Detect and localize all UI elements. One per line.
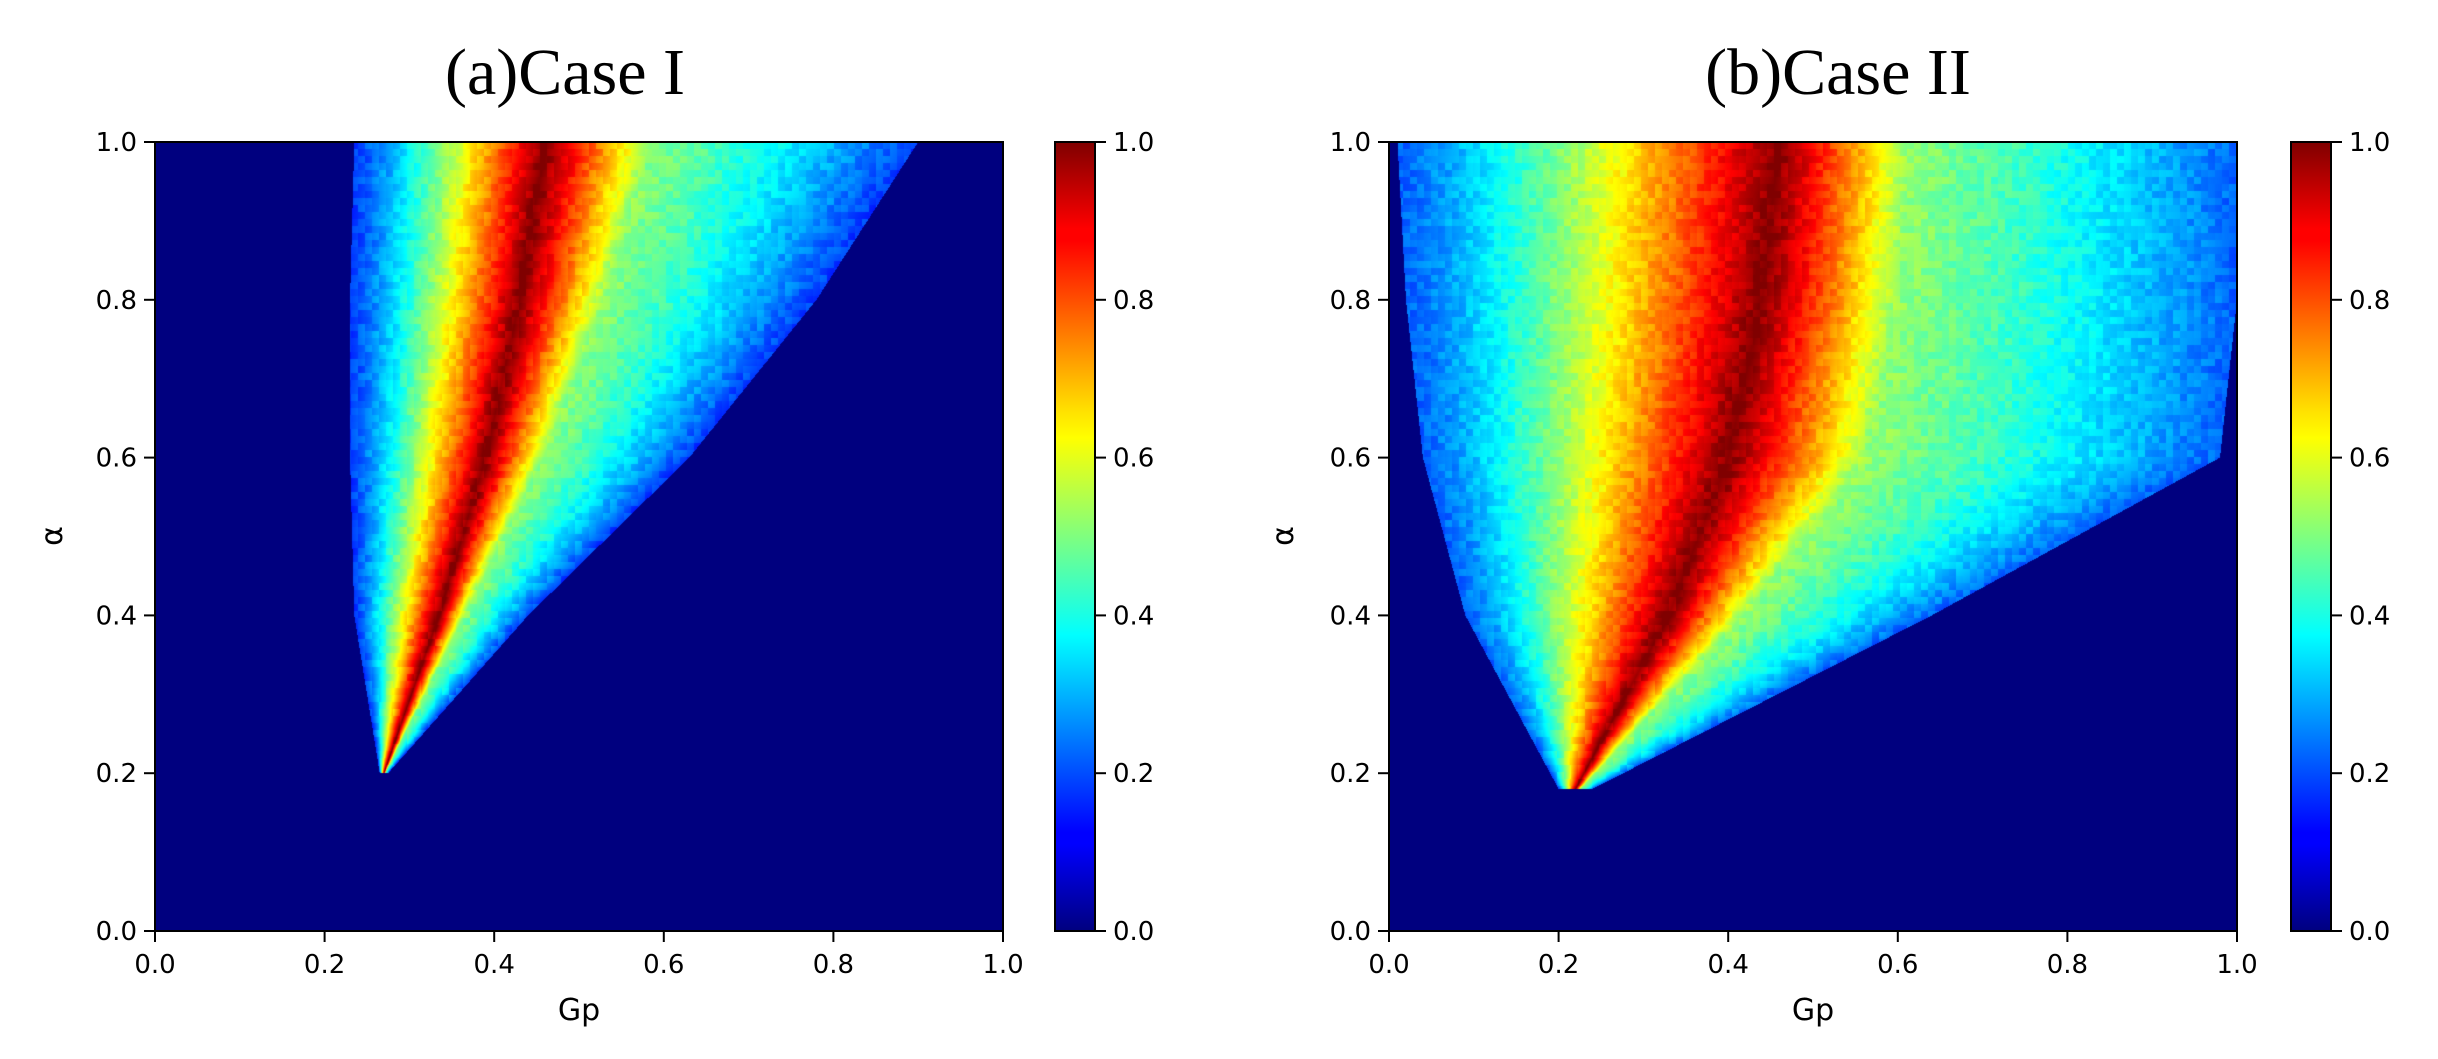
panel-b-x-tick-label: 0.4 — [1708, 950, 1749, 980]
panel-b-heatmap-canvas — [1389, 142, 2237, 931]
panel-a-colorbar-ticks: 0.0 0.2 0.4 0.6 0.8 1.0 — [1095, 128, 1154, 947]
panel-a-x-tick-label: 0.0 — [134, 950, 175, 980]
panel-a-y-tick-label: 0.0 — [96, 917, 137, 947]
panel-b-y-axis-label: α — [1266, 526, 1301, 546]
panel-b-x-tick-label: 1.0 — [2216, 950, 2257, 980]
panel-a: (a)Case I 0.0 0.2 0.4 0.6 0.8 1.0 0.0 0.2 0.4 0.6… — [35, 36, 1154, 1028]
panel-a-heatmap-container — [155, 142, 1003, 931]
panel-a-y-tick-label: 1.0 — [96, 128, 137, 158]
panel-b-colorbar-tick-label: 0.2 — [2349, 759, 2390, 789]
panel-a-colorbar-tick-label: 0.0 — [1113, 917, 1154, 947]
panel-b-plot-frame — [1388, 141, 2238, 932]
panel-b: (b)Case II 0.0 0.2 0.4 0.6 0.8 1.00.00.20.40.… — [1266, 36, 2390, 1028]
panel-b-x-axis-label: Gp — [1792, 993, 1834, 1028]
panel-a-title: (a)Case I — [445, 36, 685, 109]
panel-a-x-tick-label: 1.0 — [982, 950, 1023, 980]
panel-b-y-tick-label: 0.6 — [1330, 444, 1371, 474]
panel-b-colorbar-tick-label: 0.0 — [2349, 917, 2390, 947]
panel-b-colorbar — [2290, 141, 2332, 932]
panel-b-colorbar-tick-label: 1.0 — [2349, 128, 2390, 158]
panel-b-title: (b)Case II — [1705, 36, 1971, 109]
panel-b-x-tick-label: 0.0 — [1368, 950, 1409, 980]
panel-b-y-tick-label: 0.2 — [1330, 759, 1371, 789]
panel-a-colorbar-tick-label: 0.8 — [1113, 286, 1154, 316]
panel-b-colorbar-tick-label: 0.6 — [2349, 444, 2390, 474]
panel-b-y-tick-label: 0.8 — [1330, 286, 1371, 316]
panel-b-y-tick-label: 0.0 — [1330, 917, 1371, 947]
panel-a-y-tick-label: 0.2 — [96, 759, 137, 789]
panel-b-x-tick-label: 0.2 — [1538, 950, 1579, 980]
panel-b-heatmap-container — [1389, 142, 2237, 931]
panel-a-plot-frame — [154, 141, 1004, 932]
panel-a-x-tick-label: 0.6 — [643, 950, 684, 980]
panel-b-x-tick-label: 0.8 — [2047, 950, 2088, 980]
panel-a-x-tick-label: 0.8 — [813, 950, 854, 980]
panel-a-x-tick-label: 0.2 — [304, 950, 345, 980]
panel-b-y-tick-label: 0.4 — [1330, 601, 1371, 631]
panel-b-colorbar-tick-label: 0.4 — [2349, 601, 2390, 631]
panel-a-x-tick-label: 0.4 — [474, 950, 515, 980]
panel-a-y-tick-label: 0.6 — [96, 444, 137, 474]
panel-a-colorbar-tick-label: 0.4 — [1113, 601, 1154, 631]
panel-a-y-tick-label: 0.8 — [96, 286, 137, 316]
panel-a-colorbar-tick-label: 1.0 — [1113, 128, 1154, 158]
panel-b-x-tick-label: 0.6 — [1877, 950, 1918, 980]
panel-a-colorbar-tick-label: 0.6 — [1113, 444, 1154, 474]
panel-b-colorbar-ticks: 0.0 0.2 0.4 0.6 0.8 1.0 — [2331, 128, 2390, 947]
panel-a-y-axis-label: α — [35, 526, 70, 546]
panel-a-colorbar — [1054, 141, 1096, 932]
panel-a-heatmap-canvas — [155, 142, 1003, 931]
panel-a-colorbar-tick-label: 0.2 — [1113, 759, 1154, 789]
panel-b-colorbar-tick-label: 0.8 — [2349, 286, 2390, 316]
panel-a-y-tick-label: 0.4 — [96, 601, 137, 631]
panel-a-x-axis-label: Gp — [558, 993, 600, 1028]
panel-a-axes: 0.0 0.2 0.4 0.6 0.8 1.0 0.0 0.2 0.4 0.6 0.8 1.0 — [96, 128, 1024, 980]
panel-b-axes: 0.0 0.2 0.4 0.6 0.8 1.0 0.0 0.2 0.4 0.6 0.8 1.0 — [1330, 128, 2258, 980]
panel-b-y-tick-label: 1.0 — [1330, 128, 1371, 158]
